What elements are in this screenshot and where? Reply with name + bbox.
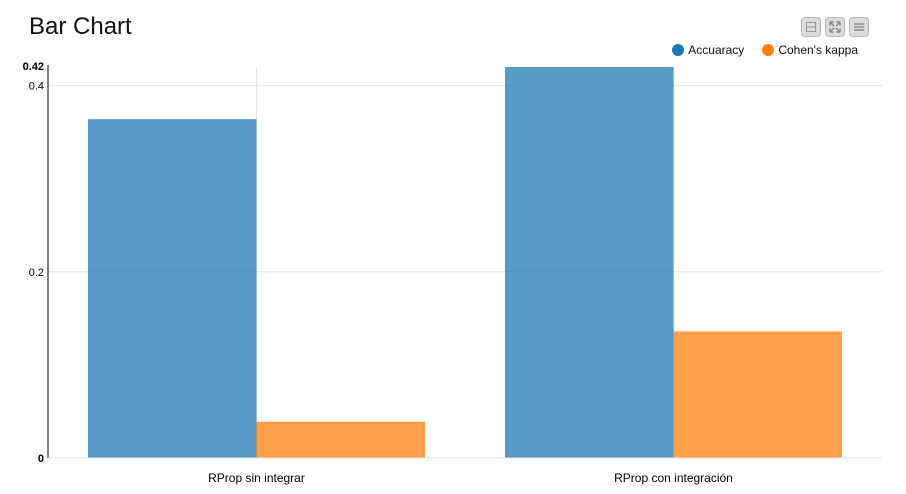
y-max-label: 0.42 bbox=[23, 61, 44, 73]
y-min-label: 0 bbox=[38, 453, 44, 465]
legend-label-cohens-kappa: Cohen's kappa bbox=[778, 43, 858, 57]
x-tick-label: RProp con integración bbox=[614, 471, 733, 485]
chart-toolbar bbox=[801, 17, 869, 37]
bar-cohens-kappa-1 bbox=[673, 331, 842, 458]
legend-swatch-cohens-kappa bbox=[762, 44, 775, 56]
bar-cohens-kappa-0 bbox=[256, 421, 425, 458]
menu-button[interactable] bbox=[849, 17, 869, 37]
bar-accuaracy-1 bbox=[505, 67, 674, 458]
minimize-icon bbox=[806, 22, 816, 32]
bar-accuaracy-0 bbox=[88, 119, 257, 458]
legend-item-cohens-kappa[interactable]: Cohen's kappa bbox=[762, 43, 858, 57]
chart-title: Bar Chart bbox=[29, 13, 132, 40]
menu-icon bbox=[854, 23, 864, 31]
x-tick-label: RProp sin integrar bbox=[208, 471, 305, 485]
y-tick-label: 0.4 bbox=[29, 81, 44, 93]
fullscreen-button[interactable] bbox=[825, 17, 845, 37]
legend-swatch-accuaracy bbox=[672, 44, 685, 56]
expand-icon bbox=[829, 21, 841, 33]
chart-legend: Accuaracy Cohen's kappa bbox=[672, 43, 858, 57]
minimize-button[interactable] bbox=[801, 17, 821, 37]
y-tick-label: 0.2 bbox=[29, 267, 44, 279]
legend-label-accuaracy: Accuaracy bbox=[688, 43, 745, 57]
legend-item-accuaracy[interactable]: Accuaracy bbox=[672, 43, 744, 57]
